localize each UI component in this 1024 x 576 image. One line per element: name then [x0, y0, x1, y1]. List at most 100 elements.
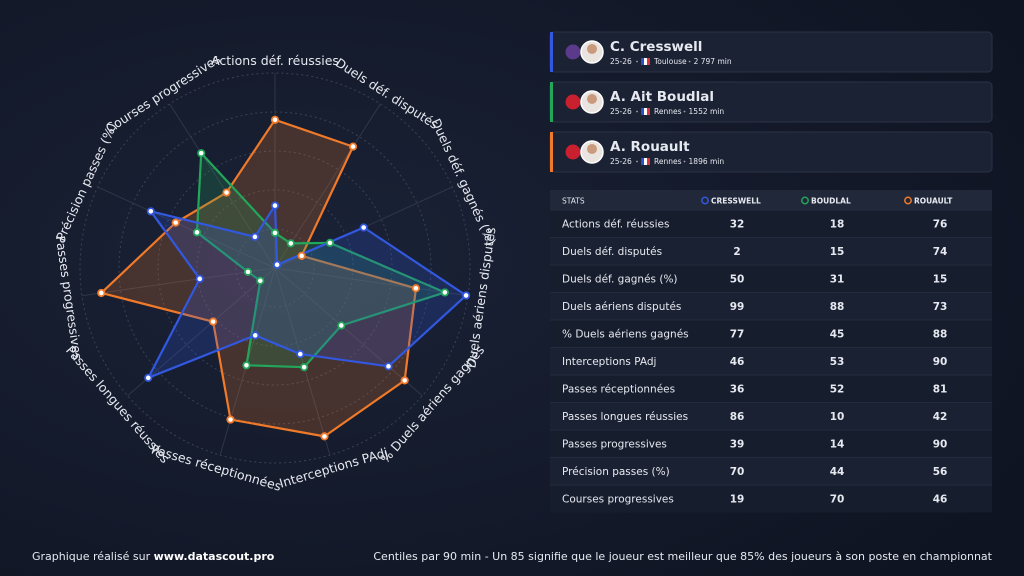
table-row — [550, 320, 992, 348]
radar-point — [256, 276, 265, 285]
radar-point — [97, 288, 106, 298]
grid-ring — [79, 72, 471, 464]
row-label: Passes réceptionnées — [562, 384, 675, 396]
radar-point — [384, 362, 393, 371]
table-value: 18 — [830, 219, 845, 231]
spoke — [274, 267, 469, 297]
legend-label: ROUAULT — [914, 197, 953, 206]
radar-point — [411, 284, 421, 293]
radar-point — [270, 228, 280, 237]
avatar-head — [587, 144, 597, 154]
row-label: Passes longues réussies — [562, 411, 688, 423]
radar-point — [337, 321, 346, 330]
row-label: Duels déf. disputés — [562, 246, 662, 258]
table-row — [550, 430, 992, 458]
row-label: Duels aériens disputés — [562, 301, 681, 313]
radar-point — [325, 238, 335, 247]
table-value: 14 — [830, 439, 845, 451]
player-name: A. Ait Boudlal — [610, 89, 714, 105]
table-value: 42 — [933, 411, 948, 423]
table-value: 50 — [730, 274, 745, 286]
table-value: 86 — [730, 411, 745, 423]
footer-prefix: Graphique réalisé sur — [32, 550, 154, 563]
table-value: 77 — [730, 329, 745, 341]
footer-site[interactable]: www.datascout.pro — [154, 550, 275, 563]
table-value: 31 — [830, 274, 845, 286]
player-club: Rennes — [654, 107, 682, 116]
table-value: 53 — [830, 356, 845, 368]
player-club: Rennes — [654, 157, 682, 166]
spoke — [127, 267, 276, 397]
radar-point — [297, 251, 306, 260]
table-row — [550, 375, 992, 403]
table-value: 56 — [933, 466, 948, 478]
radar-point — [270, 115, 280, 124]
flag-white — [644, 58, 647, 65]
table-value: 70 — [730, 466, 745, 478]
spoke — [81, 267, 276, 297]
radar-point — [270, 201, 280, 210]
table-value: 52 — [830, 384, 845, 396]
radar-point — [146, 207, 155, 216]
player-minutes: 1896 min — [689, 157, 725, 166]
sep-dot — [683, 110, 686, 113]
row-label: Passes progressives — [562, 439, 667, 451]
table-value: 32 — [730, 219, 745, 231]
card-accent — [550, 132, 553, 172]
player-card: C. Cresswell 25-26 Toulouse 2 797 min — [549, 31, 993, 73]
row-label: Duels déf. gagnés (%) — [562, 274, 678, 286]
card-accent — [550, 82, 553, 122]
player-minutes: 2 797 min — [694, 57, 732, 66]
table-value: 88 — [933, 329, 948, 341]
row-label: Courses progressives — [562, 494, 674, 506]
table-value: 90 — [933, 356, 948, 368]
table-value: 45 — [830, 329, 845, 341]
row-label: Actions déf. réussies — [562, 219, 669, 231]
table-value: 99 — [730, 301, 745, 313]
avatar-head — [587, 44, 597, 54]
flag-blue — [641, 158, 644, 165]
player-name: C. Cresswell — [610, 39, 702, 55]
row-label: Interceptions PAdj — [562, 356, 656, 368]
legend-marker — [701, 196, 709, 205]
table-row — [550, 292, 992, 320]
sep-dot — [636, 160, 638, 163]
radar-point — [273, 260, 282, 269]
table-header-bg — [550, 190, 992, 210]
spoke — [274, 267, 423, 397]
player-season: 25-26 — [610, 107, 632, 116]
axis-label: Actions déf. réussies — [211, 53, 339, 68]
radar-point — [222, 188, 231, 197]
flag-white — [644, 108, 647, 115]
table-row — [550, 347, 992, 375]
radar-point — [250, 232, 260, 241]
table-value: 70 — [830, 494, 845, 506]
flag-red — [647, 158, 650, 165]
legend-marker — [801, 196, 809, 205]
table-header: STATS — [562, 197, 585, 206]
player-club: Toulouse — [653, 57, 687, 66]
row-label: % Duels aériens gagnés — [562, 329, 689, 341]
table-row — [550, 237, 992, 265]
grid-ring — [118, 111, 432, 425]
player-name: A. Rouault — [610, 139, 690, 155]
table-value: 88 — [830, 301, 845, 313]
radar-point — [243, 267, 253, 276]
radar-point — [296, 349, 305, 359]
avatar-head — [587, 94, 597, 104]
radar-point — [440, 288, 449, 297]
legend-label: CRESSWELL — [711, 197, 761, 206]
radar-point — [144, 373, 153, 382]
flag-red — [647, 58, 650, 65]
flag-white — [644, 158, 647, 165]
club-badge — [564, 93, 582, 111]
legend-label: BOUDLAL — [811, 197, 851, 206]
footer-note: Centiles par 90 min - Un 85 signifie que… — [373, 550, 992, 563]
player-card: A. Rouault 25-26 Rennes 1896 min — [549, 131, 993, 173]
table-value: 36 — [730, 384, 745, 396]
sep-dot — [683, 160, 686, 163]
radar-area — [147, 204, 468, 379]
table-value: 2 — [733, 246, 740, 258]
